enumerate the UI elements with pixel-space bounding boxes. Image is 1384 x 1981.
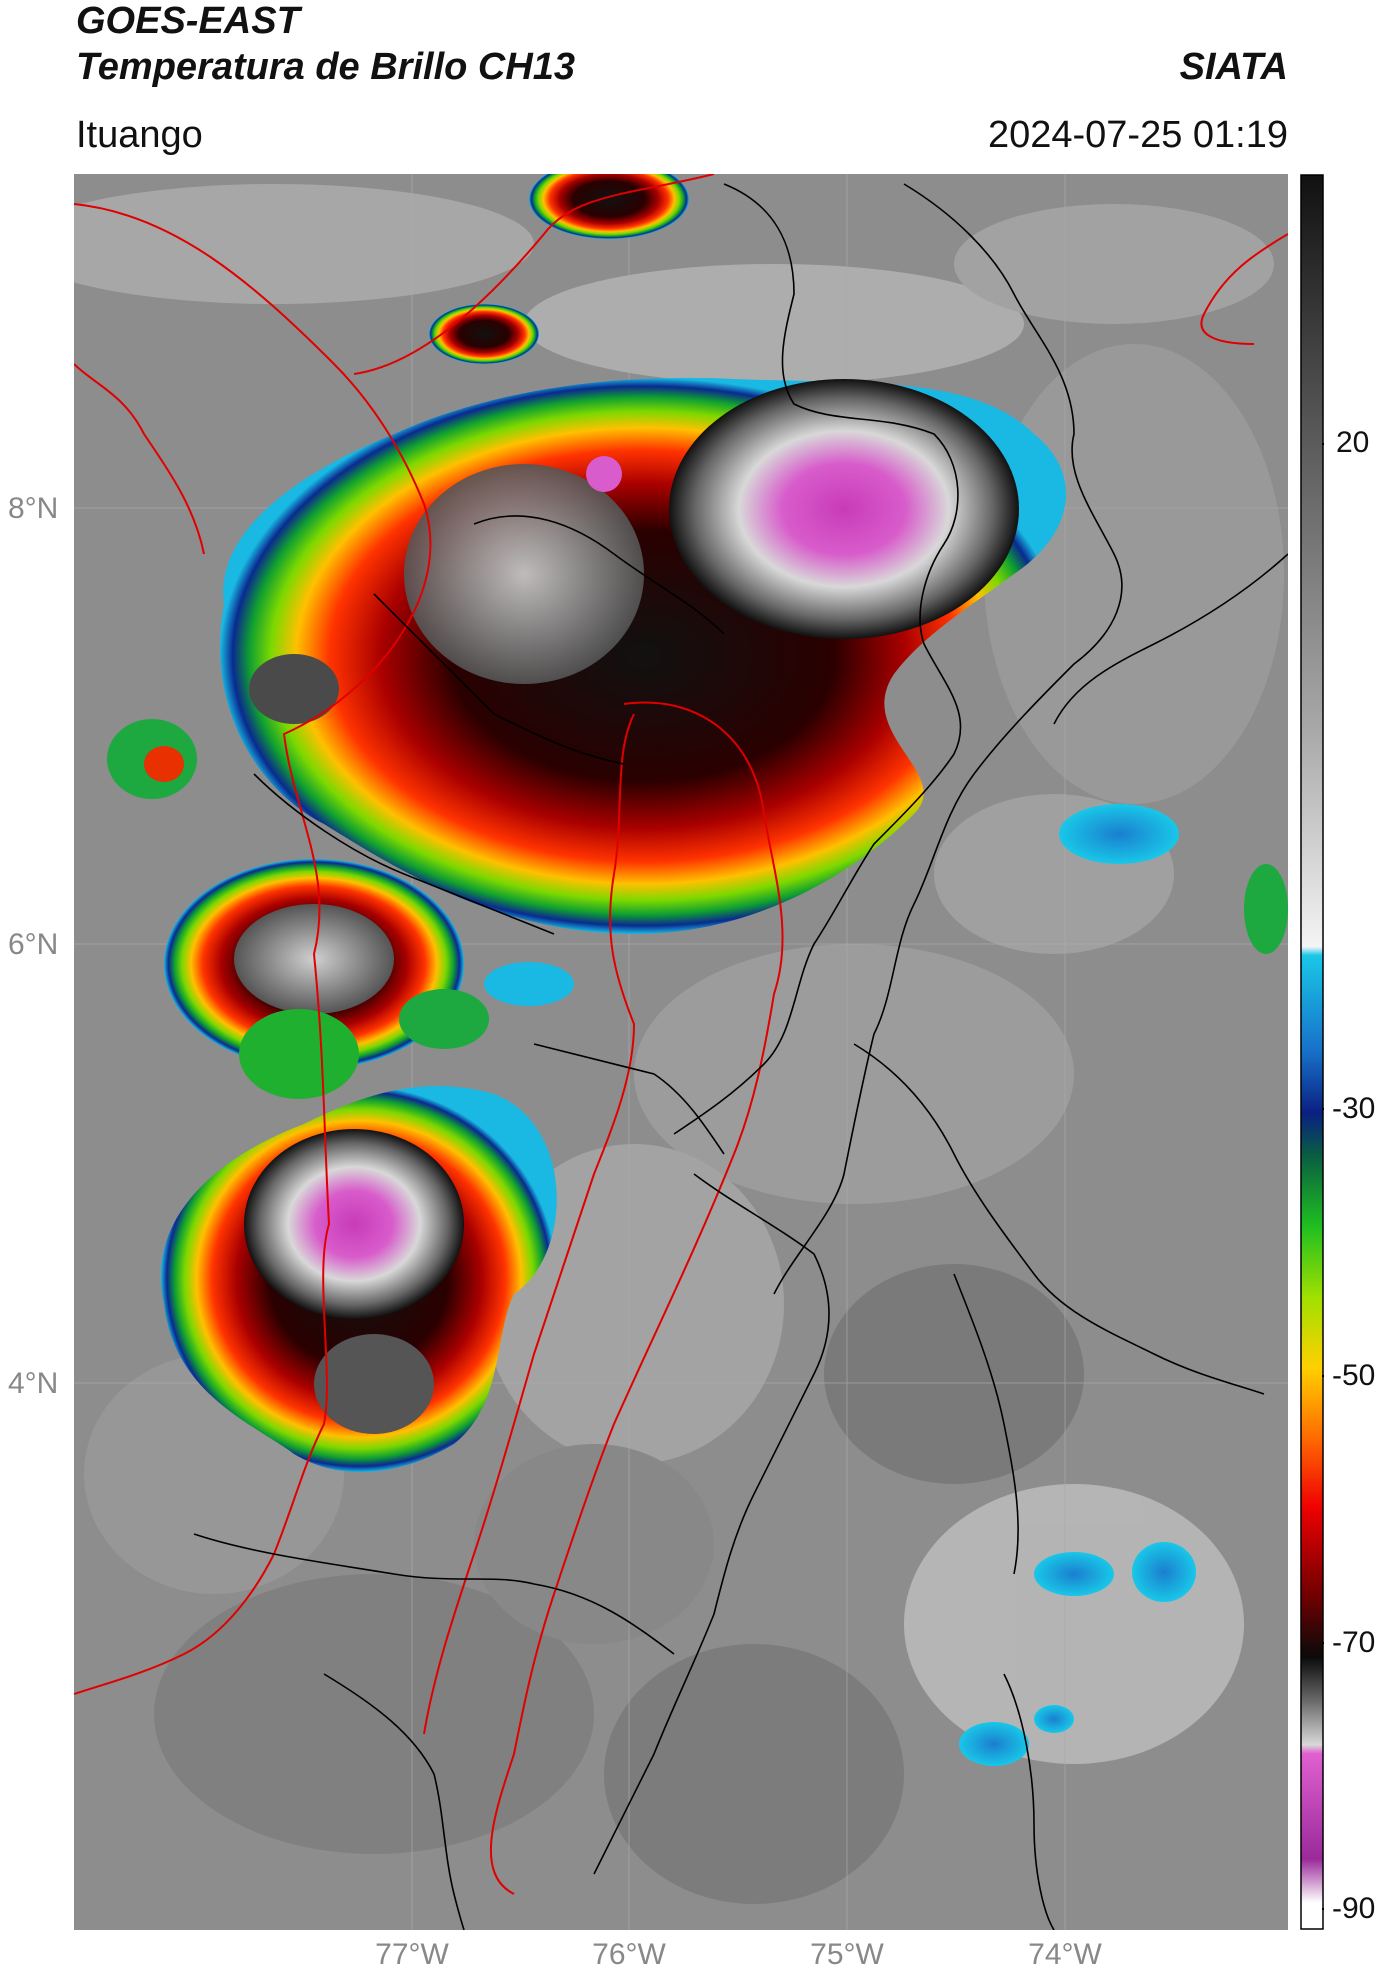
satellite-map <box>74 174 1288 1930</box>
colorbar-tick-minus90: -90 <box>1332 1892 1376 1925</box>
red-boundaries <box>74 174 1288 1895</box>
colorbar <box>1300 174 1324 1930</box>
lon-label-77w: 77°W <box>375 1938 449 1971</box>
storm-main <box>107 174 1067 935</box>
product-title: Temperatura de Brillo CH13 <box>76 46 576 88</box>
black-boundaries <box>193 183 1288 1930</box>
colorbar-tick-minus30: -30 <box>1332 1092 1376 1125</box>
lat-label-8n: 8°N <box>8 492 59 525</box>
lat-label-4n: 4°N <box>8 1367 59 1400</box>
colorbar-tick-minus50: -50 <box>1332 1359 1376 1392</box>
colorbar-tick-minus70: -70 <box>1332 1626 1376 1659</box>
place-label: Ituango <box>76 114 203 156</box>
lat-label-6n: 6°N <box>8 928 59 961</box>
satellite-title: GOES-EAST <box>76 0 300 42</box>
storm-south <box>160 1085 557 1473</box>
lon-label-75w: 75°W <box>810 1938 884 1971</box>
timestamp-label: 2024-07-25 01:19 <box>987 114 1288 156</box>
colorbar-tick-20: 20 <box>1336 426 1370 459</box>
lon-label-74w: 74°W <box>1028 1938 1102 1971</box>
cold-cloud-patches <box>959 804 1288 1766</box>
brand-label: SIATA <box>1179 46 1288 88</box>
lon-label-76w: 76°W <box>592 1938 666 1971</box>
